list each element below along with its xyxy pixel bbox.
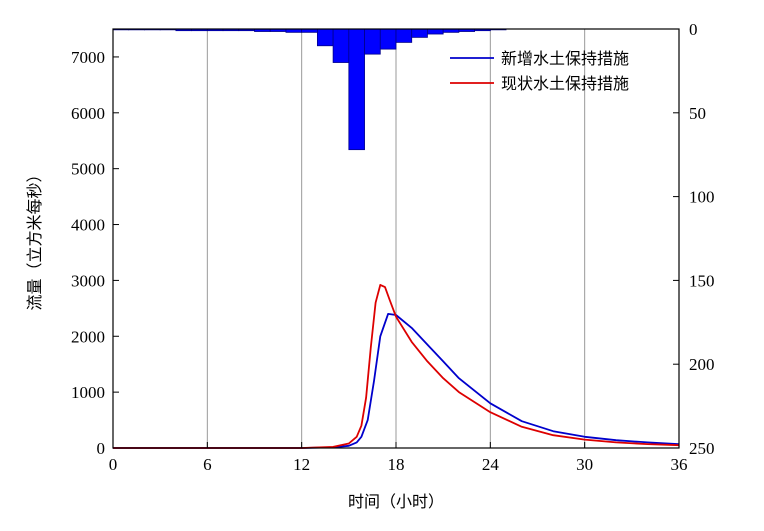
rainfall-bar (427, 28, 444, 35)
x-tick-label: 6 (203, 455, 212, 474)
y2-tick-label: 0 (689, 20, 698, 39)
rainfall-bar (364, 28, 381, 55)
rainfall-bar (348, 28, 365, 151)
rainfall-bar (316, 28, 334, 47)
y2-tick-label: 50 (689, 104, 706, 123)
rainfall-bar (411, 28, 428, 38)
y-tick-label: 2000 (71, 327, 105, 346)
y2-tick-label: 250 (689, 439, 715, 458)
y2-axis-ticks: 0 50 100 150 200 250 (673, 20, 715, 458)
y-tick-label: 0 (97, 439, 106, 458)
flow-lines (113, 283, 680, 449)
y-tick-label: 4000 (71, 216, 105, 235)
x-axis-title: 时间（小时） (348, 492, 444, 511)
y2-tick-label: 100 (689, 188, 715, 207)
grid-lines (206, 29, 586, 448)
y2-tick-label: 150 (689, 271, 715, 290)
legend: 新增水土保持措施 现状水土保持措施 (450, 49, 629, 93)
y2-tick-label: 200 (689, 355, 715, 374)
x-tick-label: 12 (293, 455, 310, 474)
x-tick-label: 36 (671, 455, 688, 474)
rainfall-bar (379, 28, 397, 50)
flow-line-series-2 (113, 283, 680, 449)
y-tick-label: 6000 (71, 104, 105, 123)
rainfall-bar (332, 28, 350, 63)
x-tick-label: 24 (482, 455, 500, 474)
legend-label-series-1: 新增水土保持措施 (501, 49, 629, 68)
rainfall-bar (395, 28, 413, 43)
rainfall-bars (112, 28, 507, 151)
x-tick-label: 18 (388, 455, 405, 474)
y-tick-label: 3000 (71, 271, 105, 290)
x-axis-ticks: 0 6 12 18 24 30 36 (109, 442, 688, 474)
x-tick-label: 0 (109, 455, 118, 474)
y-axis-ticks: 0 1000 2000 3000 4000 5000 6000 7000 (71, 48, 119, 458)
x-tick-label: 30 (576, 455, 593, 474)
y-tick-label: 7000 (71, 48, 105, 67)
flow-line-series-1 (113, 312, 680, 449)
y-axis-title: 流量（立方米每秒） (25, 166, 44, 310)
legend-label-series-2: 现状水土保持措施 (501, 74, 629, 93)
y-tick-label: 1000 (71, 383, 105, 402)
y-tick-label: 5000 (71, 160, 105, 179)
